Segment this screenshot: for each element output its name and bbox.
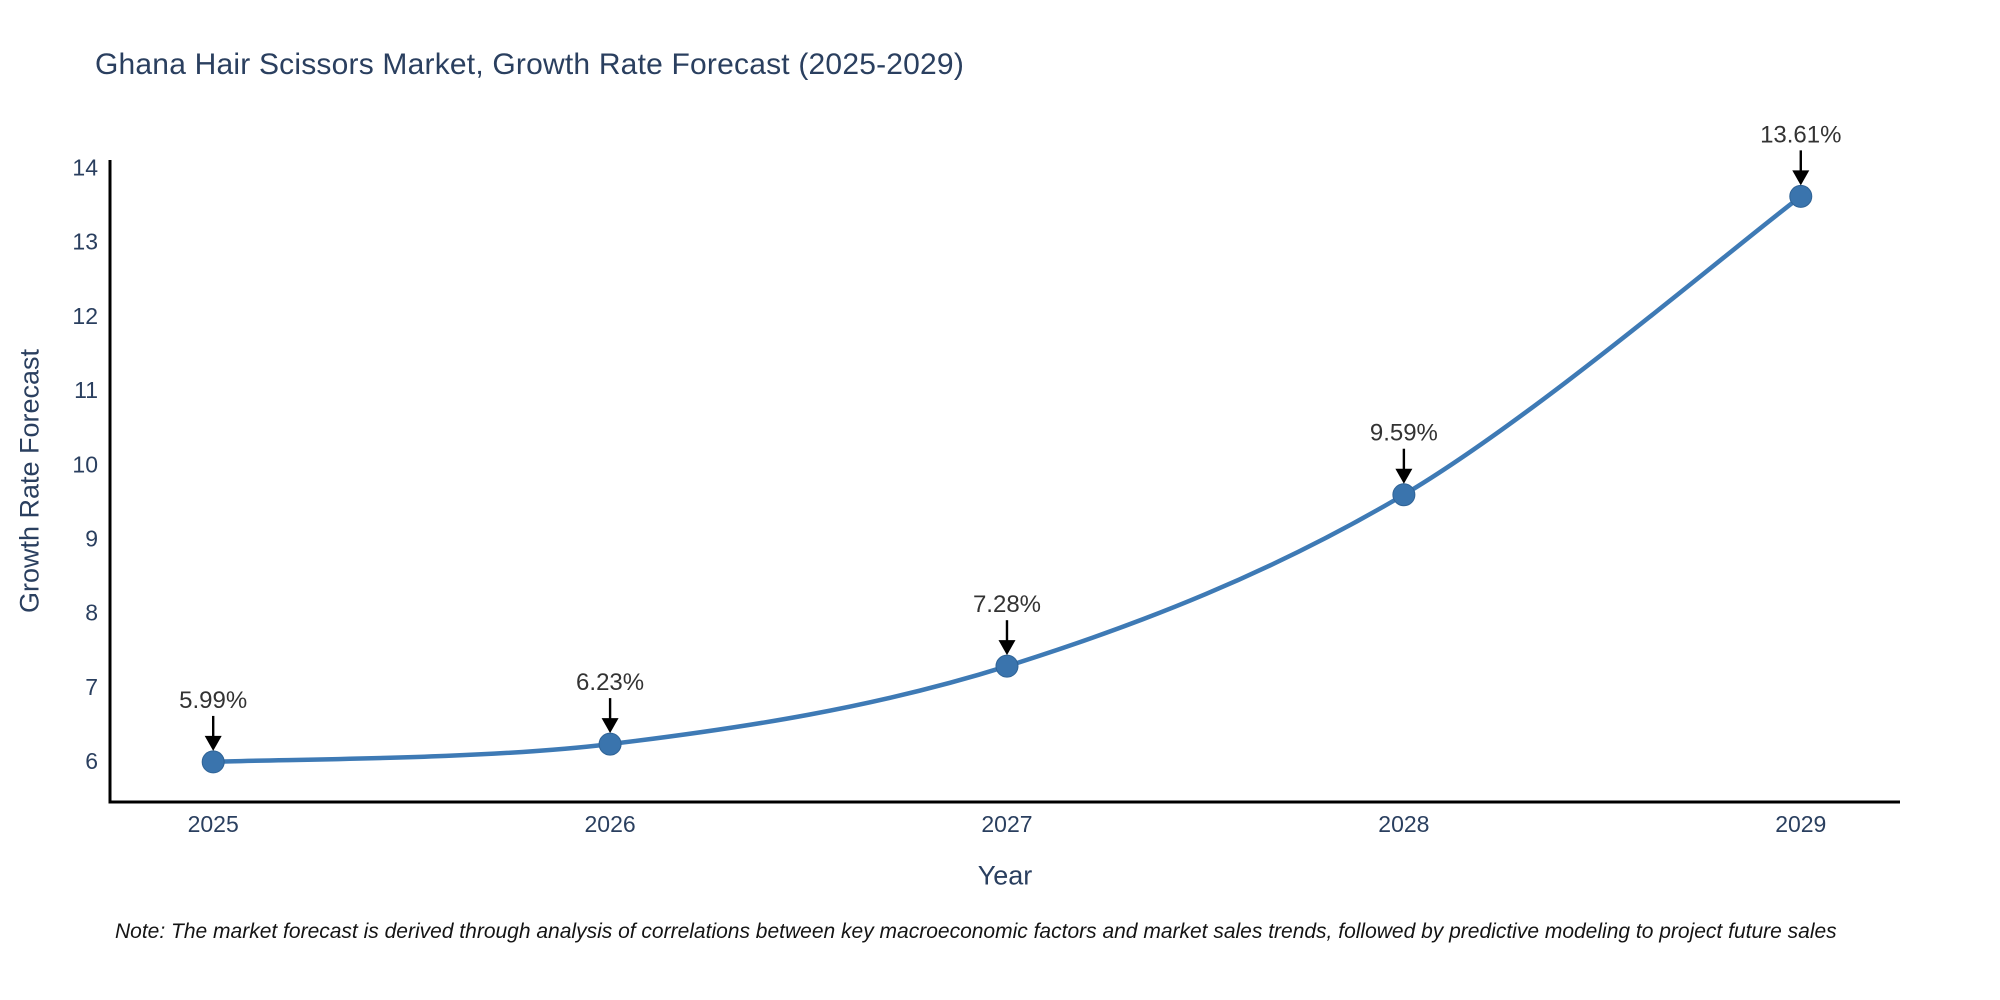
annotation-label: 7.28%: [973, 591, 1041, 618]
y-tick-label: 11: [74, 377, 98, 403]
x-tick-label: 2029: [1775, 811, 1826, 837]
y-tick-label: 10: [72, 451, 98, 477]
x-tick-label: 2027: [981, 811, 1032, 837]
annotation-arrow-head: [1792, 170, 1810, 186]
annotation-label: 9.59%: [1370, 420, 1438, 447]
y-tick-label: 7: [85, 674, 98, 700]
footnote: Note: The market forecast is derived thr…: [115, 920, 1837, 943]
annotation-label: 13.61%: [1760, 121, 1841, 148]
data-point-marker: [201, 750, 225, 774]
axis-spines: [108, 160, 1900, 804]
y-tick-label: 6: [85, 748, 98, 774]
annotation-label: 6.23%: [576, 669, 644, 696]
series-layer: [201, 184, 1813, 774]
annotation-arrow-head: [1395, 468, 1413, 484]
annotation-arrow-head: [998, 640, 1016, 656]
annotation-layer: 5.99% 6.23% 7.28% 9.59% 13.61%: [179, 121, 1841, 751]
annotation-label: 5.99%: [179, 687, 247, 714]
x-axis-title: Year: [977, 860, 1033, 891]
x-tick-label: 2025: [188, 811, 239, 837]
y-tick-label: 13: [72, 229, 98, 255]
data-point-marker: [598, 732, 622, 756]
y-tick-label: 8: [85, 600, 98, 626]
data-point-marker: [1392, 483, 1416, 507]
data-point-marker: [1789, 184, 1813, 208]
y-axis-title: Growth Rate Forecast: [14, 348, 45, 614]
annotation-arrow-head: [204, 735, 222, 751]
annotation-arrow-head: [601, 718, 619, 734]
x-tick-label: 2028: [1378, 811, 1429, 837]
y-tick-label: 14: [72, 154, 98, 180]
y-tick-label: 12: [72, 303, 98, 329]
x-tick-label: 2026: [585, 811, 636, 837]
data-point-marker: [995, 654, 1019, 678]
chart-title: Ghana Hair Scissors Market, Growth Rate …: [95, 48, 965, 81]
axes-layer: 6 7 8 9 10 11 12 13 14 2025 2026 2027 2028 2029: [72, 154, 1900, 837]
y-tick-label: 9: [85, 526, 98, 552]
